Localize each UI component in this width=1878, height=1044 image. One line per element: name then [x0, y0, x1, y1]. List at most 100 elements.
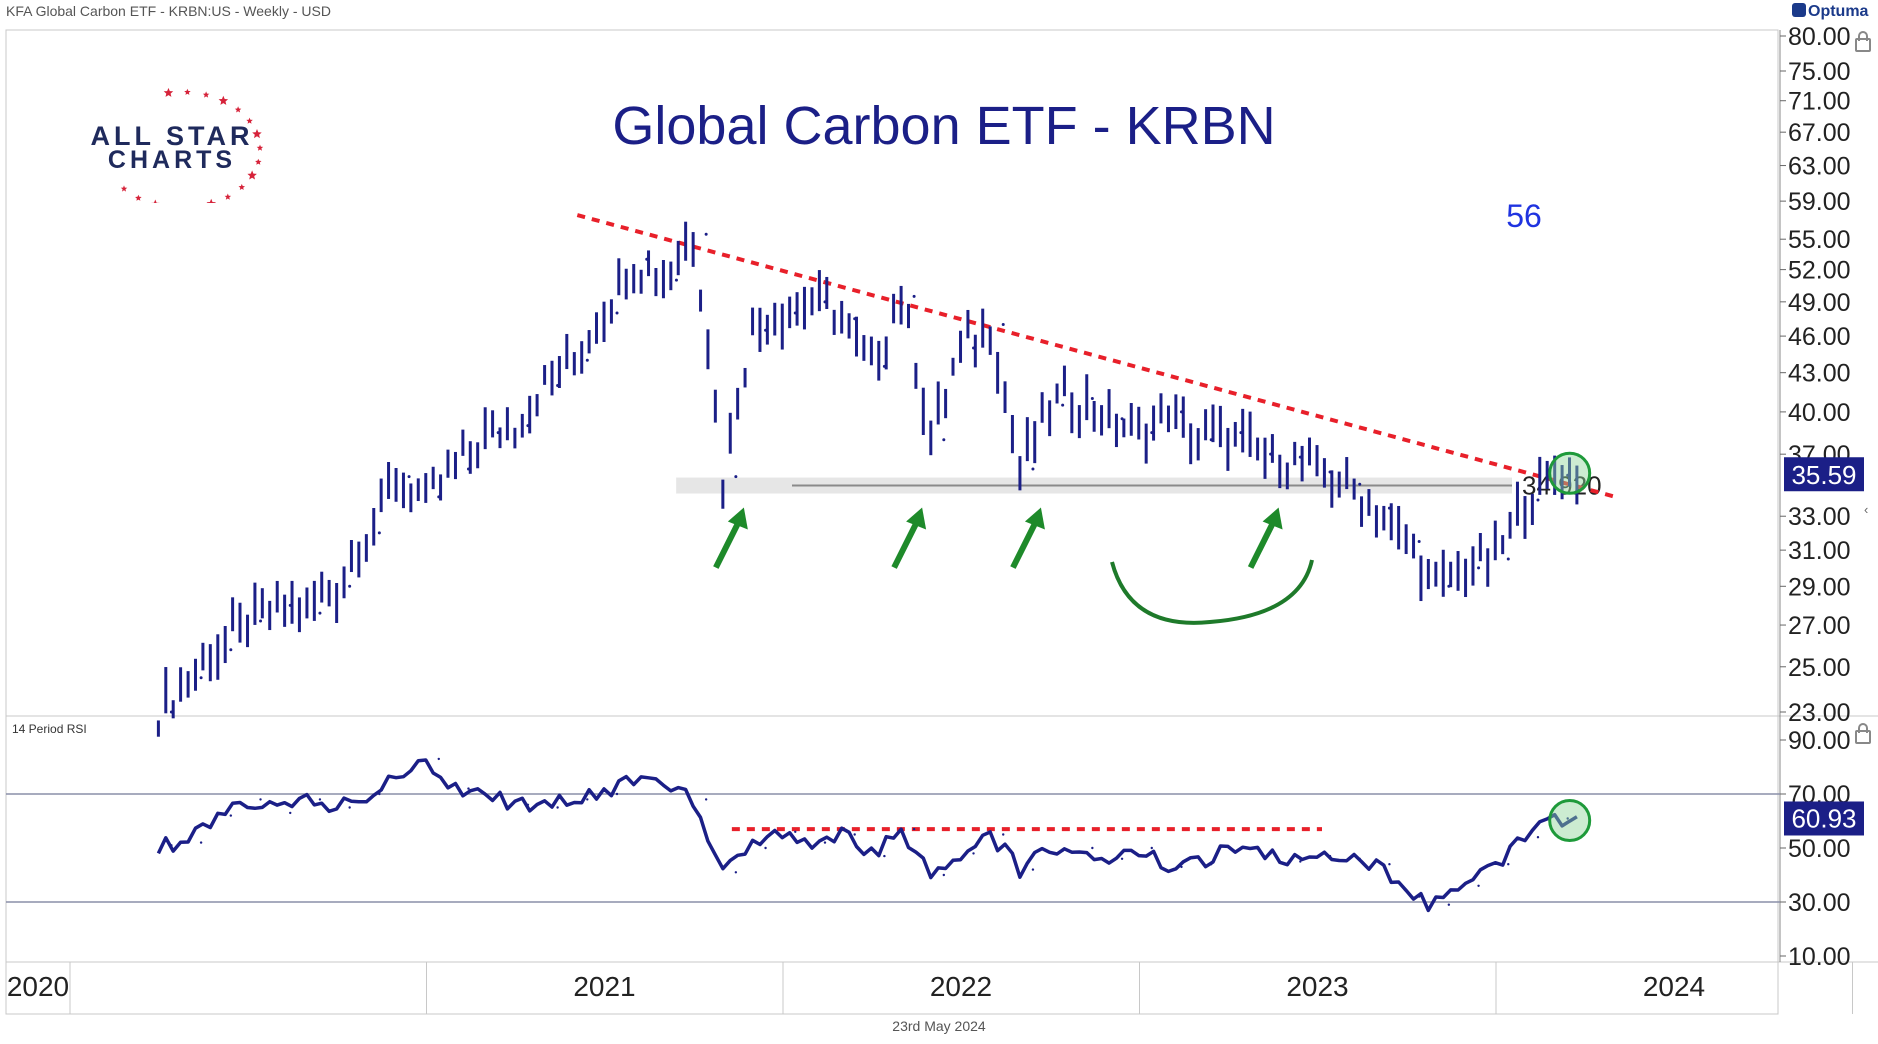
- logo-art: ALL STAR CHARTS: [91, 87, 264, 211]
- rsi-point: [1358, 857, 1361, 860]
- rsi-point: [199, 841, 203, 844]
- price-point: [1090, 397, 1094, 401]
- footer-date: 23rd May 2024: [892, 1018, 986, 1034]
- rsi-point: [1091, 846, 1094, 850]
- price-point: [823, 300, 827, 304]
- price-trendline: [576, 213, 1616, 499]
- rsi-point: [496, 792, 500, 796]
- price-point: [1179, 410, 1183, 414]
- support-arrow-head: [1262, 507, 1283, 530]
- price-point: [526, 424, 530, 428]
- price-y-tick-label: 25.00: [1788, 654, 1851, 682]
- rsi-y-tick-label: 50.00: [1788, 835, 1851, 863]
- price-y-tick-label: 63.00: [1788, 153, 1851, 181]
- price-point: [169, 710, 173, 714]
- logo-star-icon: [135, 194, 142, 201]
- logo-star-icon: [238, 183, 245, 190]
- current-rsi-label: 60.93: [1791, 803, 1856, 833]
- rsi-point: [1239, 846, 1243, 850]
- price-point: [1031, 467, 1035, 471]
- price-point: [1387, 506, 1391, 510]
- rsi-point: [229, 814, 233, 817]
- rsi-point: [259, 798, 262, 801]
- current-price-box: [1784, 457, 1864, 492]
- price-point: [1239, 431, 1243, 435]
- rsi-lock-icon[interactable]: [1855, 723, 1871, 744]
- price-point: [288, 603, 292, 607]
- logo-star-icon: [255, 158, 262, 165]
- rsi-point: [794, 830, 797, 833]
- brand-label: Optuma: [1808, 3, 1869, 20]
- price-point: [437, 495, 441, 499]
- rsi-point: [318, 798, 322, 801]
- x-axis-label: 2020: [7, 971, 69, 1002]
- rsi-point: [170, 844, 173, 847]
- chart-frame: [5, 29, 1779, 1015]
- price-y-tick-label: 71.00: [1788, 88, 1851, 116]
- price-y-tick-label: 75.00: [1788, 58, 1851, 86]
- rsi-point: [1417, 895, 1421, 898]
- rsi-y-tick-label: 90.00: [1788, 727, 1851, 755]
- rsi-point: [1002, 833, 1005, 836]
- optuma-logo-icon: [1792, 3, 1806, 17]
- price-y-tick-label: 52.00: [1788, 257, 1851, 285]
- price-y-tick-label: 59.00: [1788, 188, 1851, 216]
- price-point: [585, 358, 589, 362]
- price-point: [1566, 473, 1570, 477]
- price-point: [466, 467, 470, 471]
- support-arrow-shaft: [891, 518, 921, 569]
- price-point: [912, 294, 916, 298]
- rsi-line: [156, 758, 1578, 913]
- price-point: [199, 676, 203, 680]
- x-axis-label: 2022: [930, 971, 992, 1002]
- instrument-header: KFA Global Carbon ETF - KRBN:US - Weekly…: [6, 3, 331, 19]
- rsi-point: [1061, 849, 1064, 852]
- logo-star-icon: [120, 185, 128, 192]
- logo-star-icon: [163, 87, 174, 97]
- price-point: [1209, 438, 1213, 442]
- price-point: [318, 611, 322, 615]
- rsi-point: [1536, 836, 1540, 839]
- price-lock-icon[interactable]: [1855, 31, 1871, 52]
- logo-line2: CHARTS: [108, 146, 236, 174]
- logo-star-icon: [246, 117, 253, 124]
- price-point: [407, 475, 411, 479]
- price-point: [793, 311, 797, 315]
- rsi-point: [1507, 863, 1510, 866]
- logo-star-icon: [252, 129, 262, 139]
- x-axis-label: 2021: [573, 971, 635, 1002]
- price-breakout-circle: [1548, 451, 1592, 495]
- rsi-point: [912, 827, 916, 831]
- price-point: [1358, 482, 1362, 486]
- logo-star-icon: [218, 95, 229, 105]
- rsi-point: [764, 846, 767, 850]
- x-axis-label: 2024: [1643, 971, 1705, 1002]
- rsi-breakout-circle: [1548, 798, 1592, 842]
- price-y-tick-label: 23.00: [1788, 699, 1851, 727]
- optuma-brand: Optuma: [1792, 3, 1868, 21]
- rsi-point: [407, 771, 411, 774]
- rsi-point: [942, 873, 946, 877]
- price-point: [229, 648, 233, 652]
- price-point: [1298, 455, 1302, 459]
- price-point: [1477, 566, 1481, 570]
- price-point: [1001, 322, 1005, 326]
- x-axis-label: 2023: [1286, 971, 1348, 1002]
- price-point: [942, 438, 946, 442]
- rsi-point: [586, 798, 589, 801]
- rsi-point: [972, 852, 975, 855]
- rsi-point: [704, 798, 708, 801]
- rsi-point: [1120, 857, 1124, 860]
- price-point: [674, 278, 678, 282]
- collapse-chevron-icon[interactable]: ‹: [1864, 502, 1869, 517]
- rsi-point: [823, 841, 827, 844]
- rsi-point: [1388, 863, 1391, 866]
- price-point: [377, 531, 381, 535]
- logo-star-icon: [256, 144, 264, 151]
- rsi-point: [1299, 860, 1302, 863]
- rsi-point: [1269, 852, 1272, 855]
- price-y-tick-label: 46.00: [1788, 323, 1851, 351]
- logo-star-icon: [150, 199, 161, 209]
